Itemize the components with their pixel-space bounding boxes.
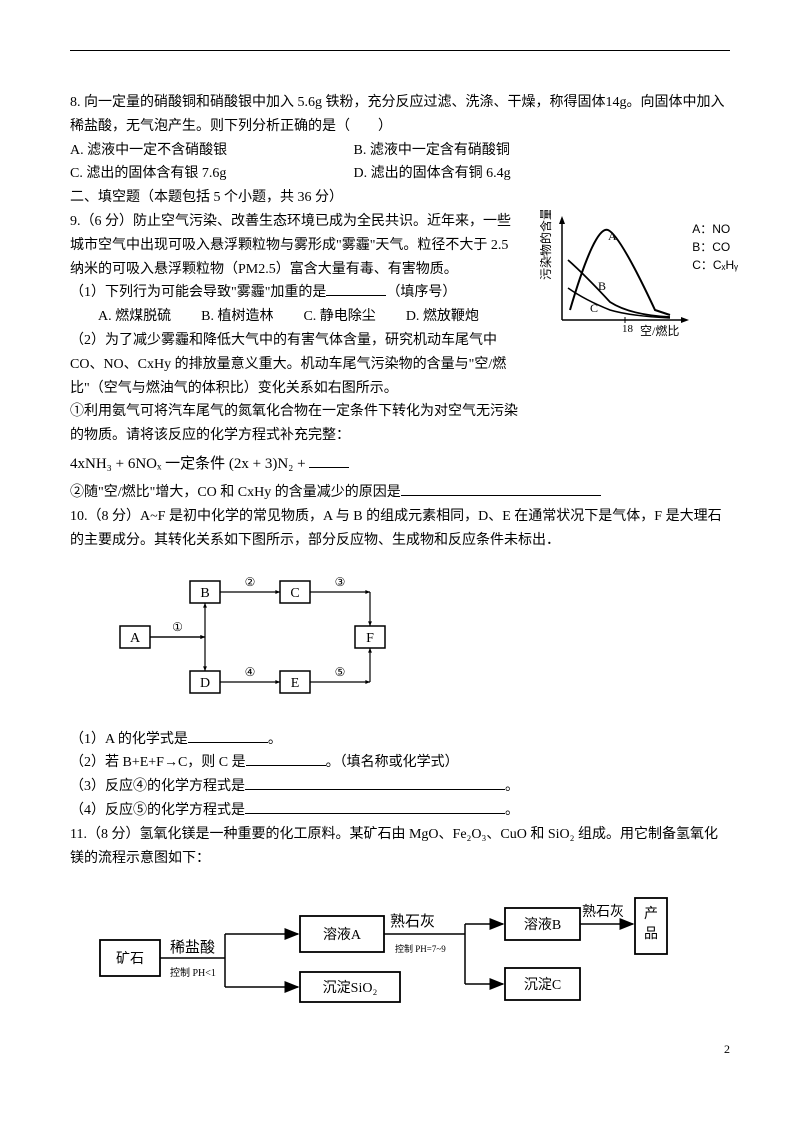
svg-text:18: 18 (622, 323, 634, 335)
q9-choice-c: C. 静电除尘 (303, 305, 375, 329)
q9-chart-legend: A：NO B：CO C：CₓHᵧ (692, 220, 738, 274)
q9-p2-sub2: ②随"空/燃比"增大，CO 和 CxHy 的含量减少的原因是 (70, 481, 730, 505)
svg-text:⑤: ⑤ (335, 665, 346, 679)
q9-eq-blank (309, 452, 349, 468)
q10-diagram: A B C D E F ① ② ③ ④ ⑤ (110, 561, 730, 720)
q9-choice-a: A. 燃煤脱硫 (98, 305, 171, 329)
legend-b: B：CO (692, 238, 738, 256)
q9-p2-sub1: ①利用氨气可将汽车尾气的氮氧化合物在一定条件下转化为对空气无污染的物质。请将该反… (70, 400, 730, 448)
q8-choice-c: C. 滤出的固体含有银 7.6g (70, 162, 350, 186)
svg-text:A: A (130, 631, 141, 646)
svg-text:矿石: 矿石 (116, 951, 144, 967)
svg-text:D: D (200, 676, 210, 691)
svg-text:控制 PH<1: 控制 PH<1 (170, 966, 216, 979)
q8-choice-d: D. 滤出的固体含有铜 6.4g (354, 166, 511, 181)
svg-text:空/燃比: 空/燃比 (640, 323, 679, 338)
q10-p4: （4）反应⑤的化学方程式是。 (70, 799, 730, 823)
svg-text:③: ③ (335, 575, 346, 589)
q8-choice-b: B. 滤液中一定含有硝酸铜 (354, 143, 510, 158)
q9-choice-b: B. 植树造林 (201, 305, 273, 329)
q10-p1: （1）A 的化学式是。 (70, 728, 730, 752)
svg-text:E: E (291, 676, 300, 691)
svg-text:②: ② (245, 575, 256, 589)
q9-block: 污染物的含量 A B C 18 空/燃比 A：NO B：CO C：CₓHᵧ (70, 210, 730, 505)
svg-text:B: B (598, 279, 606, 293)
q10-p3: （3）反应④的化学方程式是。 (70, 775, 730, 799)
q10-p2: （2）若 B+E+F→C，则 C 是。（填名称或化学式） (70, 751, 730, 775)
legend-a: A：NO (692, 220, 738, 238)
svg-text:④: ④ (245, 665, 256, 679)
q10-blank-4 (245, 799, 505, 814)
svg-text:C: C (590, 301, 598, 315)
q8-choices-row2: C. 滤出的固体含有银 7.6g D. 滤出的固体含有铜 6.4g (70, 162, 730, 186)
section-2-header: 二、填空题（本题包括 5 个小题，共 36 分） (70, 186, 730, 210)
svg-text:控制 PH=7~9: 控制 PH=7~9 (395, 943, 446, 954)
q10-blank-2 (246, 751, 326, 766)
q9-blank-2 (401, 481, 601, 496)
page-number: 2 (724, 1039, 730, 1059)
q11-stem: 11.（8 分）氢氧化镁是一种重要的化工原料。某矿石由 MgO、Fe₂O₃、Cu… (70, 823, 730, 871)
q9-blank-1 (326, 281, 386, 296)
svg-text:熟石灰: 熟石灰 (390, 913, 435, 930)
q8-choice-a: A. 滤液中一定不含硝酸银 (70, 139, 350, 163)
q10-blank-3 (245, 775, 505, 790)
svg-text:F: F (366, 631, 374, 646)
q10-blank-1 (188, 728, 268, 743)
svg-text:①: ① (172, 620, 183, 634)
q8-stem: 8. 向一定量的硝酸铜和硝酸银中加入 5.6g 铁粉，充分反应过滤、洗涤、干燥，… (70, 91, 730, 139)
svg-text:稀盐酸: 稀盐酸 (170, 939, 215, 956)
top-rule (70, 50, 730, 51)
svg-text:污染物的含量: 污染物的含量 (540, 210, 553, 280)
svg-text:沉淀C: 沉淀C (524, 977, 561, 993)
svg-text:熟石灰: 熟石灰 (582, 904, 624, 920)
q11-diagram: 矿石溶液A沉淀SiO₂溶液B沉淀C产品 稀盐酸 控制 PH<1 熟石灰 控制 P… (70, 880, 730, 1039)
q8-choices-row1: A. 滤液中一定不含硝酸银 B. 滤液中一定含有硝酸铜 (70, 139, 730, 163)
page-container: 8. 向一定量的硝酸铜和硝酸银中加入 5.6g 铁粉，充分反应过滤、洗涤、干燥，… (0, 0, 800, 1079)
legend-c: C：CₓHᵧ (692, 256, 738, 274)
svg-text:沉淀SiO₂: 沉淀SiO₂ (323, 980, 378, 996)
svg-text:溶液A: 溶液A (323, 927, 362, 943)
q9-equation: 4xNH₃ + 6NOₓ 一定条件 (2x + 3)N₂ + (70, 452, 730, 478)
q10-stem: 10.（8 分）A~F 是初中化学的常见物质，A 与 B 的组成元素相同，D、E… (70, 505, 730, 553)
svg-text:溶液B: 溶液B (524, 917, 561, 933)
svg-text:B: B (200, 586, 209, 601)
q9-choice-d: D. 燃放鞭炮 (406, 305, 479, 329)
svg-text:C: C (290, 586, 299, 601)
svg-text:A: A (608, 229, 617, 243)
